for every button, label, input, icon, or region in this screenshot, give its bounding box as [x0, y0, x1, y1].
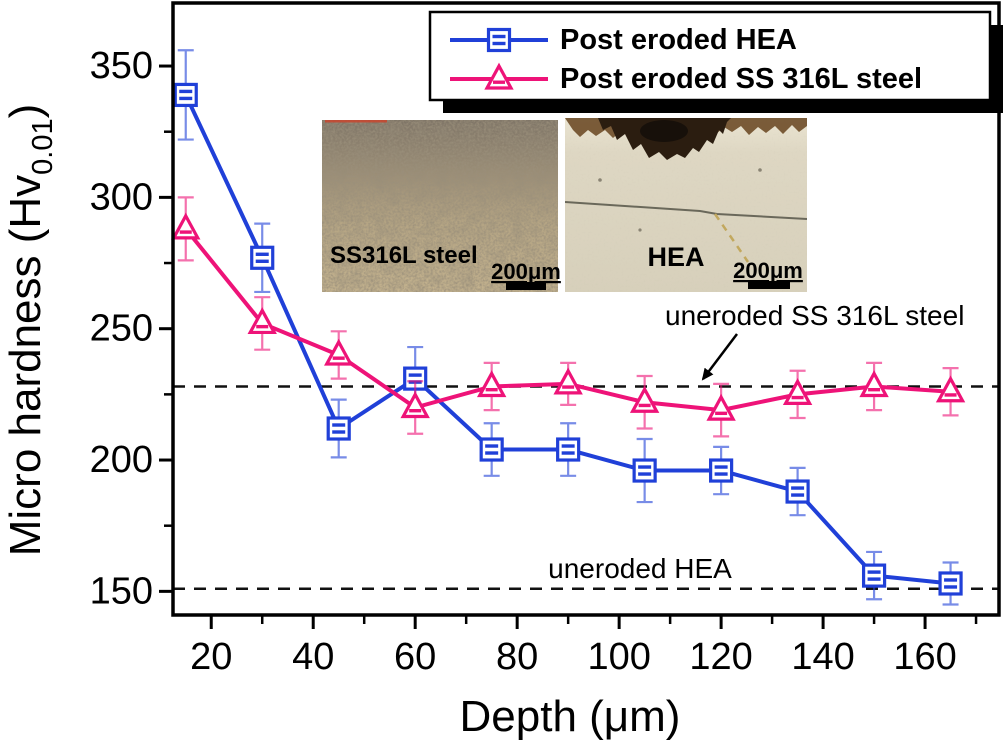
- y-tick-label: 250: [90, 308, 153, 350]
- data-point-marker: [250, 245, 275, 270]
- crack-line: [565, 201, 807, 220]
- data-point-marker: [479, 437, 504, 462]
- axes: 150 200 250 300 350 20 40 60 80 100 120 140 160: [90, 45, 978, 678]
- data-point-marker: [556, 437, 581, 462]
- annotation-arrow: [701, 333, 738, 381]
- inset-label: HEA: [647, 242, 704, 272]
- x-tick-label: 140: [791, 636, 854, 678]
- legend-item: Post eroded SS 316L steel: [450, 62, 922, 95]
- series-markers: [173, 82, 963, 596]
- inset-annotations-hea: HEA 200μm: [647, 242, 803, 289]
- legend-label: Post eroded HEA: [560, 24, 797, 56]
- y-tick-label: 150: [90, 570, 153, 612]
- x-tick-label: 100: [587, 636, 650, 678]
- inset-micrograph-ss316l: [322, 120, 558, 292]
- reference-line-uneroded-ss-316l-steel: uneroded SS 316L steel: [173, 300, 999, 388]
- data-point-marker: [632, 458, 657, 483]
- scale-bar: [748, 281, 790, 289]
- scale-bar-label: 200μm: [491, 259, 561, 284]
- scale-bar-label: 200μm: [733, 258, 803, 283]
- x-tick-label: 80: [496, 636, 538, 678]
- series-post-eroded-hea: [173, 49, 963, 606]
- crack-branch: [713, 213, 750, 263]
- data-point-marker: [861, 563, 887, 588]
- scale-bar: [506, 282, 546, 290]
- series-post-eroded-ss-316l-steel: [171, 196, 966, 438]
- data-point-marker: [785, 479, 810, 504]
- x-tick-label: 120: [689, 636, 752, 678]
- data-point-marker: [326, 416, 351, 441]
- x-tick-label: 60: [394, 636, 436, 678]
- x-tick-label: 40: [292, 636, 334, 678]
- legend-label: Post eroded SS 316L steel: [560, 63, 922, 95]
- reference-line-label: uneroded HEA: [548, 553, 732, 584]
- y-tick-label: 300: [90, 176, 153, 218]
- x-tick-label: 160: [893, 636, 956, 678]
- plot-frame: [171, 1, 1001, 617]
- series-markers: [171, 212, 966, 421]
- reference-line-label: uneroded SS 316L steel: [665, 300, 964, 331]
- inset-annotations-ss316l: SS316L steel 200μm: [330, 242, 561, 290]
- data-point-marker: [938, 571, 963, 596]
- data-point-marker: [173, 82, 198, 108]
- x-axis-title: Depth (μm): [460, 692, 681, 741]
- x-tick-label: 20: [190, 636, 232, 678]
- reference-line-uneroded-hea: uneroded HEA: [173, 553, 999, 590]
- y-tick-label: 200: [90, 439, 153, 481]
- y-axis-title: Micro hardness (Hv0.01): [1, 104, 59, 557]
- y-tick-label: 350: [90, 45, 153, 87]
- legend-item: Post eroded HEA: [450, 24, 797, 56]
- legend: Post eroded HEA Post eroded SS 316L steel: [428, 10, 1003, 113]
- data-point-marker: [709, 458, 734, 483]
- legend-box: [428, 10, 992, 102]
- inset-label: SS316L steel: [330, 242, 478, 269]
- red-mark: [325, 120, 387, 123]
- data-point-marker: [486, 27, 512, 53]
- inset-micrograph-hea: [565, 118, 807, 292]
